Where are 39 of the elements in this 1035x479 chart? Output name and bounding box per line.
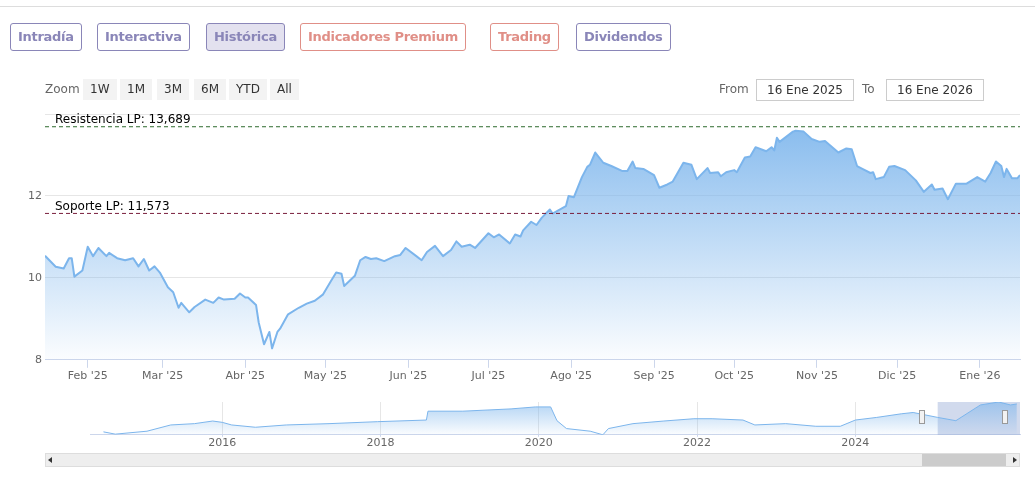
x-tick-label: Dic '25 — [878, 369, 917, 383]
y-tick-label: 8 — [35, 352, 42, 366]
tab-button: Interactiva — [97, 23, 190, 51]
y-tick-label: 12 — [28, 188, 42, 202]
x-tick-label: Oct '25 — [714, 369, 754, 383]
range-button: 1M — [120, 79, 152, 100]
tab-button: Trading — [490, 23, 559, 51]
x-tick-label: 2024 — [841, 436, 870, 450]
x-tick-label: Feb '25 — [67, 369, 108, 383]
tab-button: Intradía — [10, 23, 82, 51]
x-tick-label: Jun '25 — [388, 369, 428, 383]
x-tick-label: Mar '25 — [141, 369, 184, 383]
range-button: 3M — [157, 79, 189, 100]
x-tick-label: 2020 — [524, 436, 553, 450]
ref-line-label: Soporte LP: 11,573 — [55, 198, 170, 213]
x-tick-label: Ago '25 — [550, 369, 593, 383]
tab-button: Indicadores Premium — [300, 23, 466, 51]
from-label: From — [719, 81, 749, 98]
x-tick-label: Abr '25 — [225, 369, 266, 383]
range-button: 6M — [194, 79, 226, 100]
zoom-label: Zoom — [45, 81, 80, 98]
tab-button: Histórica — [206, 23, 285, 51]
range-button: YTD — [229, 79, 267, 100]
to-label: To — [862, 81, 875, 98]
x-tick-label: 2016 — [208, 436, 237, 450]
x-tick-label: Jul '25 — [470, 369, 506, 383]
x-tick-label: Ene '26 — [959, 369, 1001, 383]
range-button: All — [270, 79, 299, 100]
x-tick-label: Nov '25 — [795, 369, 838, 383]
date-field: 16 Ene 2025 — [756, 79, 854, 101]
x-tick-label: May '25 — [303, 369, 348, 383]
tab-button: Dividendos — [576, 23, 671, 51]
y-tick-label: 10 — [28, 270, 42, 284]
x-tick-label: Sep '25 — [633, 369, 675, 383]
x-tick-label: 2018 — [366, 436, 395, 450]
x-tick-label: 2022 — [683, 436, 712, 450]
ref-line-label: Resistencia LP: 13,689 — [55, 111, 191, 126]
date-field: 16 Ene 2026 — [886, 79, 984, 101]
range-button: 1W — [83, 79, 117, 100]
